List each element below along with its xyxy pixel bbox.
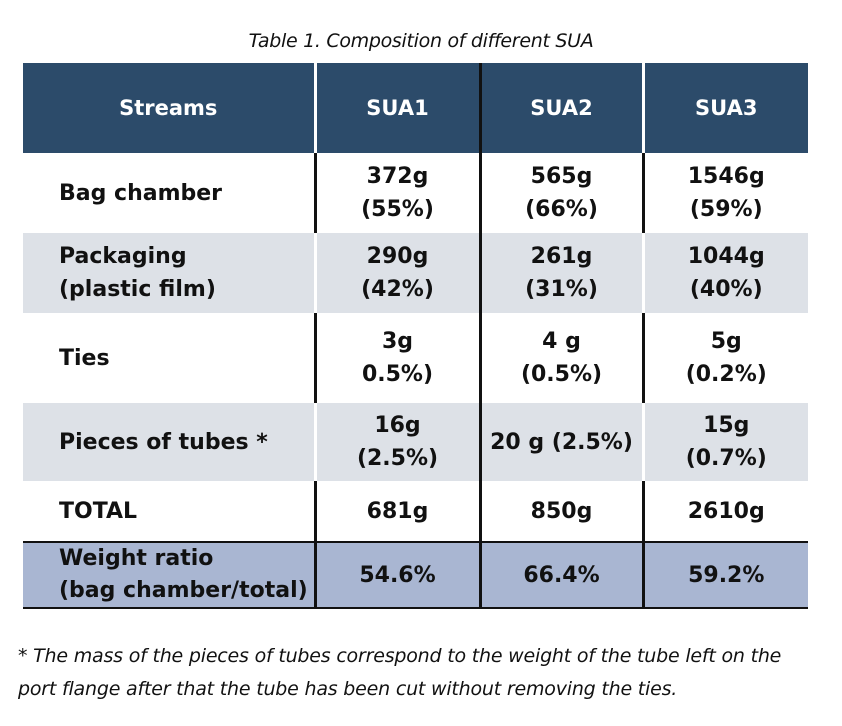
label-line: Bag chamber [59,180,223,206]
cell-mass: 1044g [687,244,765,269]
row-label: Packaging (plastic film) [23,233,315,313]
cell-percent: (42%) [361,277,434,302]
cell-sua2: 850g [478,481,643,542]
header-sua1: SUA1 [313,63,480,153]
cell-percent: (2.5%) [356,446,439,471]
cell-sua3: 59.2% [641,541,808,609]
row-label: Weight ratio (bag chamber/total) [23,541,315,609]
cell-sua1: 54.6% [313,541,480,609]
cell-value: 20 g (2.5%) [490,429,633,455]
cell-value: 681g [366,498,429,524]
cell-mass: 4 g [542,329,581,354]
label-line: Ties [59,345,110,371]
cell-sua2: 4 g (0.5%) [478,313,643,403]
label-line: TOTAL [59,498,138,524]
cell-sua3: 1044g (40%) [641,233,808,313]
cell-percent: 0.5%) [361,362,434,387]
table-row: TOTAL 681g 850g 2610g [23,481,808,542]
cell-mass: 16g [374,413,421,438]
row-label: Pieces of tubes * [23,403,315,481]
cell-mass: 565g [530,164,593,189]
label-line: Packaging [59,244,187,269]
cell-mass: 15g [703,413,750,438]
cell-value: 66.4% [523,562,600,588]
cell-sua1: 3g 0.5%) [313,313,480,403]
cell-value: 2610g [687,498,765,524]
cell-mass: 290g [366,244,429,269]
cell-percent: (66%) [525,197,598,222]
footnote-line: * The mass of the pieces of tubes corres… [18,645,782,667]
cell-sua3: 1546g (59%) [641,153,808,233]
cell-sua2: 565g (66%) [478,153,643,233]
cell-percent: (40%) [689,277,763,302]
row-label: TOTAL [23,481,315,542]
table-row: Packaging (plastic film) 290g (42%) 261g (3… [23,233,808,313]
table-row: Weight ratio (bag chamber/total) 54.6% 66… [23,541,808,609]
label-line: Pieces of tubes * [59,429,268,455]
cell-mass: 372g [366,164,429,189]
cell-value: 54.6% [359,562,436,588]
cell-percent: (0.7%) [685,446,767,471]
cell-percent: (0.2%) [685,362,767,387]
cell-sua2: 261g (31%) [478,233,643,313]
composition-table: Streams SUA1 SUA2 SUA3 Bag chamber 372g (… [23,63,808,609]
cell-percent: (59%) [689,197,763,222]
cell-sua1: 290g (42%) [313,233,480,313]
label-line: Weight ratio [59,546,214,571]
cell-percent: (0.5%) [520,362,603,387]
cell-sua2: 66.4% [478,541,643,609]
cell-sua1: 16g (2.5%) [313,403,480,481]
table-caption: Table 1. Composition of different SUA [248,30,594,52]
cell-value: 850g [530,498,593,524]
cell-mass: 5g [710,329,742,354]
label-line: (plastic film) [59,277,216,302]
header-sua2: SUA2 [478,63,643,153]
cell-mass: 3g [381,329,414,354]
cell-mass: 261g [530,244,593,269]
footnote: * The mass of the pieces of tubes corres… [18,640,828,706]
header-streams: Streams [23,63,315,153]
table-row: Bag chamber 372g (55%) 565g (66%) 1546g (59… [23,153,808,233]
cell-percent: (31%) [525,277,598,302]
cell-sua2: 20 g (2.5%) [478,403,643,481]
table-row: Pieces of tubes * 16g (2.5%) 20 g (2.5%) … [23,403,808,481]
cell-sua1: 681g [313,481,480,542]
header-row: Streams SUA1 SUA2 SUA3 [23,63,808,153]
cell-mass: 1546g [687,164,765,189]
label-line: (bag chamber/total) [59,578,308,603]
cell-sua3: 2610g [641,481,808,542]
cell-sua1: 372g (55%) [313,153,480,233]
cell-percent: (55%) [361,197,434,222]
row-label: Bag chamber [23,153,315,233]
cell-sua3: 15g (0.7%) [641,403,808,481]
row-label: Ties [23,313,315,403]
footnote-line: port flange after that the tube has been… [18,678,678,700]
cell-sua3: 5g (0.2%) [641,313,808,403]
table-row: Ties 3g 0.5%) 4 g (0.5%) 5g (0.2%) [23,313,808,403]
header-sua3: SUA3 [641,63,808,153]
cell-value: 59.2% [688,562,765,588]
